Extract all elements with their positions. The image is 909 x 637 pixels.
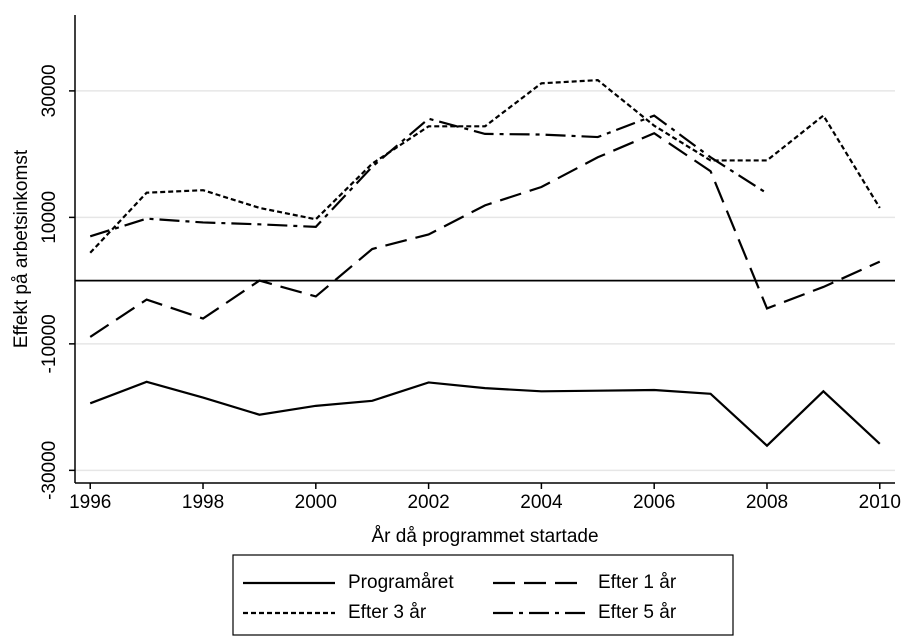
x-tick-label: 2002 bbox=[407, 492, 449, 513]
y-tick-label: -10000 bbox=[39, 314, 60, 373]
legend-label: Efter 3 år bbox=[348, 602, 427, 623]
series-line bbox=[89, 380, 881, 448]
x-tick-label: 1996 bbox=[69, 492, 111, 513]
legend-label: Efter 5 år bbox=[598, 602, 677, 623]
y-tick-label: 30000 bbox=[39, 64, 60, 117]
series-line bbox=[89, 114, 768, 238]
x-axis-label: År då programmet startade bbox=[371, 526, 598, 547]
series-line bbox=[89, 132, 881, 338]
x-tick-label: 1998 bbox=[182, 492, 224, 513]
x-tick-label: 2006 bbox=[633, 492, 675, 513]
x-tick-label: 2008 bbox=[746, 492, 788, 513]
legend-label: Programåret bbox=[348, 572, 454, 593]
series-line bbox=[89, 79, 881, 254]
legend-box bbox=[232, 554, 734, 636]
y-tick-label: -30000 bbox=[39, 441, 60, 500]
y-axis-label: Effekt på arbetsinkomst bbox=[11, 149, 32, 348]
legend-label: Efter 1 år bbox=[598, 572, 677, 593]
x-tick-label: 2004 bbox=[520, 492, 563, 513]
x-tick-label: 2000 bbox=[295, 492, 337, 513]
y-tick-label: 10000 bbox=[39, 191, 60, 244]
x-tick-label: 2010 bbox=[859, 492, 901, 513]
